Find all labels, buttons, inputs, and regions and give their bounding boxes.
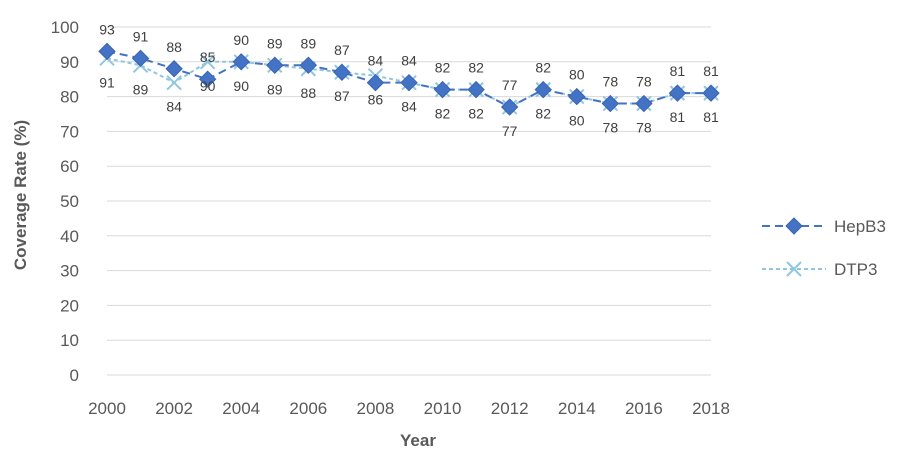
marker-hepb3 [467, 80, 485, 99]
data-label-dtp3: 91 [99, 74, 115, 90]
data-label-dtp3: 82 [468, 106, 484, 122]
marker-dtp3 [166, 74, 182, 91]
marker-hepb3 [433, 80, 452, 99]
marker-hepb3 [500, 98, 519, 116]
y-tick-label: 20 [60, 296, 79, 315]
x-axis-title: Year [400, 431, 436, 450]
x-tick-label: 2018 [692, 399, 730, 418]
data-label-dtp3: 78 [603, 120, 619, 136]
y-tick-label: 70 [60, 122, 79, 141]
x-tick-label: 2006 [289, 399, 327, 418]
data-label-dtp3: 82 [435, 106, 451, 122]
data-label-hepb3: 82 [435, 60, 451, 76]
marker-hepb3 [534, 80, 552, 99]
marker-hepb3 [333, 63, 351, 81]
data-labels: 93 91 88 85 90 89 89 87 84 84 82 82 77 82 80 78 78 81 81 91… [99, 21, 719, 139]
legend-marker-dtp3 [786, 261, 802, 277]
x-tick-label: 2012 [491, 399, 529, 418]
data-label-hepb3: 89 [301, 35, 317, 51]
y-tick-label: 100 [51, 18, 79, 37]
y-tick-label: 10 [60, 331, 79, 350]
data-label-dtp3: 80 [569, 113, 585, 129]
y-axis-title: Coverage Rate (%) [11, 120, 30, 270]
legend: HepB3 DTP3 [762, 217, 886, 279]
data-label-dtp3: 84 [166, 99, 182, 115]
x-tick-label: 2010 [424, 399, 462, 418]
x-tick-label: 2004 [222, 399, 260, 418]
y-tick-label: 40 [60, 227, 79, 246]
data-label-hepb3: 91 [133, 28, 149, 44]
data-label-hepb3: 93 [99, 21, 115, 37]
data-label-dtp3: 84 [401, 99, 417, 115]
y-tick-label: 90 [60, 53, 79, 72]
data-label-dtp3: 81 [703, 109, 719, 125]
x-tick-label: 2000 [88, 399, 126, 418]
marker-hepb3 [232, 53, 250, 71]
data-label-hepb3: 87 [334, 42, 350, 58]
data-label-hepb3: 90 [233, 32, 249, 48]
gridlines [107, 26, 711, 376]
tick-labels: 0 10 20 30 40 50 60 70 80 90 100 2000 2002 2004 2006 20… [51, 18, 730, 418]
marker-hepb3 [568, 87, 586, 106]
data-label-dtp3: 89 [267, 81, 283, 97]
data-label-hepb3: 84 [368, 53, 384, 69]
marker-hepb3 [198, 70, 217, 88]
data-label-dtp3: 90 [200, 78, 216, 94]
series-markers [98, 42, 720, 116]
marker-hepb3 [601, 94, 620, 113]
data-label-dtp3: 77 [502, 123, 518, 139]
data-label-hepb3: 85 [200, 49, 216, 65]
data-label-dtp3: 86 [368, 92, 384, 108]
data-label-hepb3: 89 [267, 35, 283, 51]
data-label-hepb3: 84 [401, 53, 417, 69]
y-tick-label: 50 [60, 192, 79, 211]
data-label-hepb3: 81 [703, 63, 719, 79]
y-tick-label: 80 [60, 88, 79, 107]
legend-marker-hepb3 [785, 217, 803, 235]
data-label-hepb3: 82 [535, 60, 551, 76]
data-label-hepb3: 88 [166, 39, 182, 55]
data-label-dtp3: 82 [535, 106, 551, 122]
legend-label-dtp3: DTP3 [834, 260, 877, 279]
data-label-dtp3: 81 [670, 109, 686, 125]
data-label-dtp3: 88 [301, 85, 317, 101]
marker-hepb3 [635, 94, 653, 113]
data-label-dtp3: 89 [133, 81, 149, 97]
data-label-dtp3: 78 [636, 120, 652, 136]
marker-hepb3 [98, 42, 116, 61]
marker-hepb3 [702, 84, 720, 102]
x-tick-label: 2002 [155, 399, 193, 418]
marker-dtp3 [199, 54, 216, 70]
x-tick-label: 2008 [357, 399, 395, 418]
marker-stroke [199, 54, 216, 70]
x-tick-label: 2016 [625, 399, 663, 418]
y-tick-label: 0 [70, 366, 79, 385]
marker-hepb3 [165, 60, 183, 78]
data-label-dtp3: 90 [233, 78, 249, 94]
x-tick-label: 2014 [558, 399, 596, 418]
marker-hepb3 [668, 84, 687, 102]
marker-hepb3 [366, 73, 385, 92]
data-label-hepb3: 80 [569, 67, 585, 83]
marker-hepb3 [400, 73, 418, 92]
marker-hepb3 [299, 56, 318, 74]
data-label-hepb3: 82 [468, 60, 484, 76]
marker-hepb3 [266, 56, 284, 74]
marker-stroke [786, 261, 802, 277]
data-label-dtp3: 87 [334, 88, 350, 104]
data-label-hepb3: 81 [670, 63, 686, 79]
marker-hepb3 [131, 49, 150, 68]
legend-label-hepb3: HepB3 [834, 217, 886, 236]
marker-stroke [166, 74, 182, 91]
data-label-hepb3: 78 [636, 74, 652, 90]
y-tick-label: 60 [60, 157, 79, 176]
data-label-hepb3: 77 [502, 77, 518, 93]
y-tick-label: 30 [60, 262, 79, 281]
data-label-hepb3: 78 [603, 74, 619, 90]
